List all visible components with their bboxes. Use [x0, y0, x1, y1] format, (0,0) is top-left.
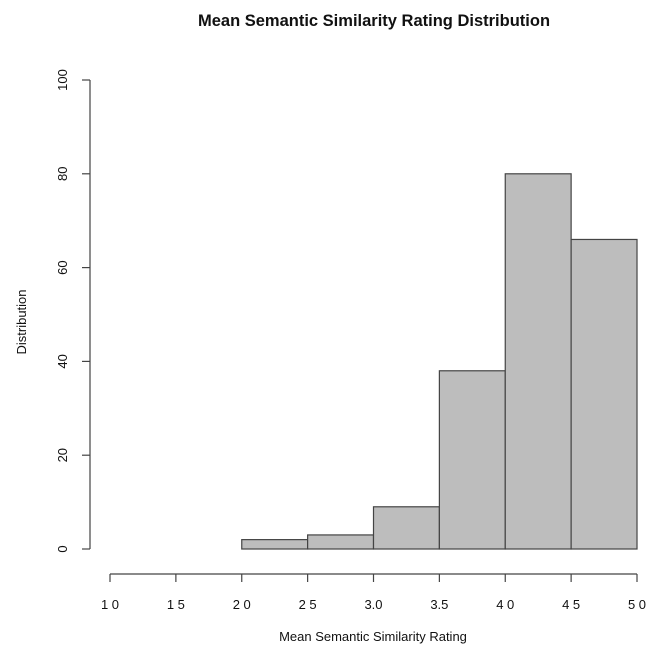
y-axis: 0 20 40 60 80 100: [55, 69, 91, 553]
histogram-bar-1: [241, 539, 309, 550]
x-tick-label: 1 0: [101, 597, 119, 612]
x-axis: 1 0 1 5 2 0 2 5 3.0 3.5 4 0 4 5 5 0: [101, 573, 646, 612]
histogram-bar-3: [372, 506, 440, 550]
y-tick-label: 60: [55, 260, 70, 274]
y-tick-label: 100: [55, 69, 70, 91]
y-tick-label: 20: [55, 448, 70, 462]
x-tick-label: 2 0: [233, 597, 251, 612]
y-tick-label: 40: [55, 354, 70, 368]
y-tick-label: 0: [55, 545, 70, 552]
x-axis-label: Mean Semantic Similarity Rating: [279, 629, 467, 644]
bars-layer: [241, 173, 638, 550]
x-tick-label: 5 0: [628, 597, 646, 612]
histogram-bar-2: [307, 534, 375, 550]
x-tick-label: 3.0: [364, 597, 382, 612]
x-tick-label: 1 5: [167, 597, 185, 612]
x-tick-label: 3.5: [430, 597, 448, 612]
histogram-bar-6: [570, 238, 638, 550]
histogram-bar-5: [504, 173, 572, 550]
x-tick-label: 4 5: [562, 597, 580, 612]
x-tick-label: 4 0: [496, 597, 514, 612]
y-tick-label: 80: [55, 167, 70, 181]
y-axis-label: Distribution: [14, 289, 29, 354]
histogram-bar-4: [438, 370, 506, 550]
x-tick-label: 2 5: [299, 597, 317, 612]
chart-title: Mean Semantic Similarity Rating Distribu…: [198, 12, 550, 30]
